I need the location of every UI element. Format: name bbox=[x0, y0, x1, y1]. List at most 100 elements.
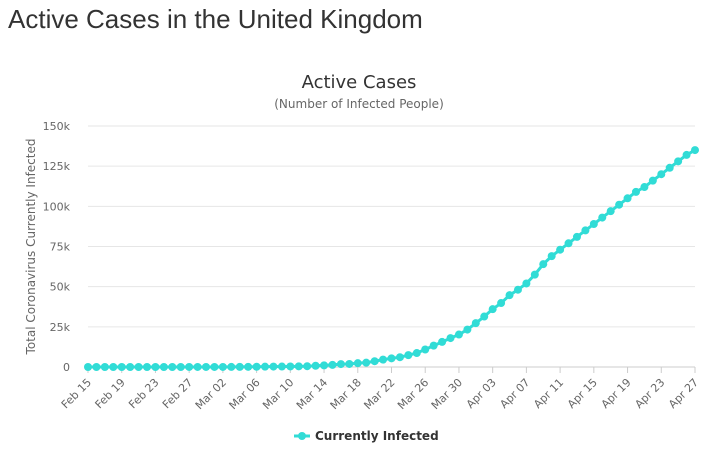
y-tick-label: 100k bbox=[43, 200, 71, 213]
data-point bbox=[134, 362, 143, 371]
y-tick-label: 50k bbox=[50, 281, 71, 294]
x-tick-label: Feb 27 bbox=[160, 376, 195, 411]
chart-subtitle: (Number of Infected People) bbox=[274, 97, 444, 111]
y-tick-label: 0 bbox=[63, 361, 70, 374]
data-point bbox=[244, 362, 253, 371]
data-point bbox=[395, 353, 404, 362]
data-point bbox=[648, 176, 657, 185]
data-point bbox=[336, 360, 345, 369]
data-point bbox=[218, 362, 227, 371]
data-point bbox=[353, 359, 362, 368]
data-point bbox=[539, 260, 548, 269]
data-point bbox=[615, 200, 624, 209]
data-point bbox=[682, 150, 691, 159]
data-point bbox=[429, 341, 438, 350]
data-point bbox=[235, 362, 244, 371]
x-tick-label: Mar 10 bbox=[260, 376, 296, 412]
data-point bbox=[412, 349, 421, 358]
x-tick-label: Apr 15 bbox=[565, 376, 600, 411]
data-point bbox=[463, 325, 472, 334]
chart-title: Active Cases bbox=[302, 72, 417, 93]
y-axis-label: Total Coronavirus Currently Infected bbox=[24, 139, 38, 356]
data-point bbox=[446, 334, 455, 343]
data-point bbox=[631, 187, 640, 196]
data-point bbox=[623, 194, 632, 203]
data-point bbox=[564, 239, 573, 248]
data-point bbox=[185, 362, 194, 371]
data-point bbox=[84, 362, 92, 371]
data-point bbox=[665, 163, 674, 172]
data-point bbox=[488, 305, 497, 314]
data-point bbox=[210, 362, 219, 371]
data-point bbox=[100, 362, 109, 371]
x-tick-label: Apr 11 bbox=[531, 376, 566, 411]
x-tick-label: Apr 27 bbox=[666, 376, 701, 411]
data-point bbox=[640, 183, 649, 192]
x-tick-label: Mar 02 bbox=[193, 376, 229, 412]
data-point bbox=[657, 170, 666, 179]
data-point bbox=[294, 362, 303, 371]
data-point bbox=[404, 351, 413, 360]
data-point bbox=[193, 362, 202, 371]
data-point bbox=[497, 299, 506, 308]
series-line bbox=[88, 148, 696, 369]
x-tick-label: Apr 23 bbox=[632, 376, 667, 411]
data-point bbox=[606, 207, 615, 216]
data-point bbox=[522, 279, 531, 288]
data-point bbox=[143, 362, 152, 371]
x-tick-label: Mar 26 bbox=[395, 376, 431, 412]
data-point bbox=[438, 337, 447, 346]
page-title: Active Cases in the United Kingdom bbox=[8, 4, 423, 34]
data-point bbox=[581, 226, 590, 235]
data-point bbox=[168, 362, 177, 371]
data-point bbox=[92, 362, 101, 371]
data-point bbox=[202, 362, 211, 371]
data-point bbox=[589, 220, 598, 229]
x-tick-label: Mar 30 bbox=[429, 376, 465, 412]
data-point bbox=[556, 245, 565, 254]
data-point bbox=[505, 291, 514, 300]
data-point bbox=[480, 312, 489, 321]
data-point bbox=[362, 358, 371, 367]
data-point bbox=[547, 252, 556, 261]
data-point bbox=[320, 361, 329, 370]
y-tick-label: 25k bbox=[50, 321, 71, 334]
data-point bbox=[303, 362, 312, 371]
data-point bbox=[277, 362, 286, 371]
data-point bbox=[252, 362, 261, 371]
data-point bbox=[117, 362, 126, 371]
data-point bbox=[151, 362, 160, 371]
data-point bbox=[286, 362, 295, 371]
x-tick-label: Feb 19 bbox=[92, 376, 127, 411]
data-point bbox=[345, 359, 354, 368]
data-point bbox=[176, 362, 185, 371]
x-tick-label: Feb 23 bbox=[126, 376, 161, 411]
data-point bbox=[421, 345, 430, 354]
data-point bbox=[454, 330, 463, 339]
y-tick-label: 75k bbox=[50, 241, 71, 254]
data-point bbox=[598, 213, 607, 222]
x-tick-label: Feb 15 bbox=[59, 376, 94, 411]
legend-marker bbox=[298, 432, 306, 440]
data-point bbox=[530, 270, 539, 279]
data-point bbox=[311, 361, 320, 370]
data-point bbox=[572, 232, 581, 241]
x-tick-label: Apr 03 bbox=[464, 376, 499, 411]
x-tick-label: Mar 14 bbox=[294, 376, 330, 412]
data-point bbox=[370, 357, 379, 366]
active-cases-chart: Active Cases (Number of Infected People) 0… bbox=[24, 72, 701, 443]
data-point bbox=[674, 157, 683, 166]
data-point bbox=[387, 354, 396, 363]
data-point bbox=[471, 319, 480, 328]
data-point bbox=[328, 360, 337, 369]
y-tick-label: 150k bbox=[43, 120, 71, 133]
x-tick-label: Mar 06 bbox=[226, 376, 262, 412]
chart-container: Active Cases (Number of Infected People) 0… bbox=[0, 60, 725, 471]
x-tick-label: Mar 22 bbox=[361, 376, 397, 412]
data-point bbox=[261, 362, 270, 371]
x-tick-label: Apr 07 bbox=[497, 376, 532, 411]
data-point bbox=[227, 362, 236, 371]
data-point bbox=[159, 362, 168, 371]
data-point bbox=[513, 285, 522, 294]
legend-label: Currently Infected bbox=[315, 429, 439, 443]
